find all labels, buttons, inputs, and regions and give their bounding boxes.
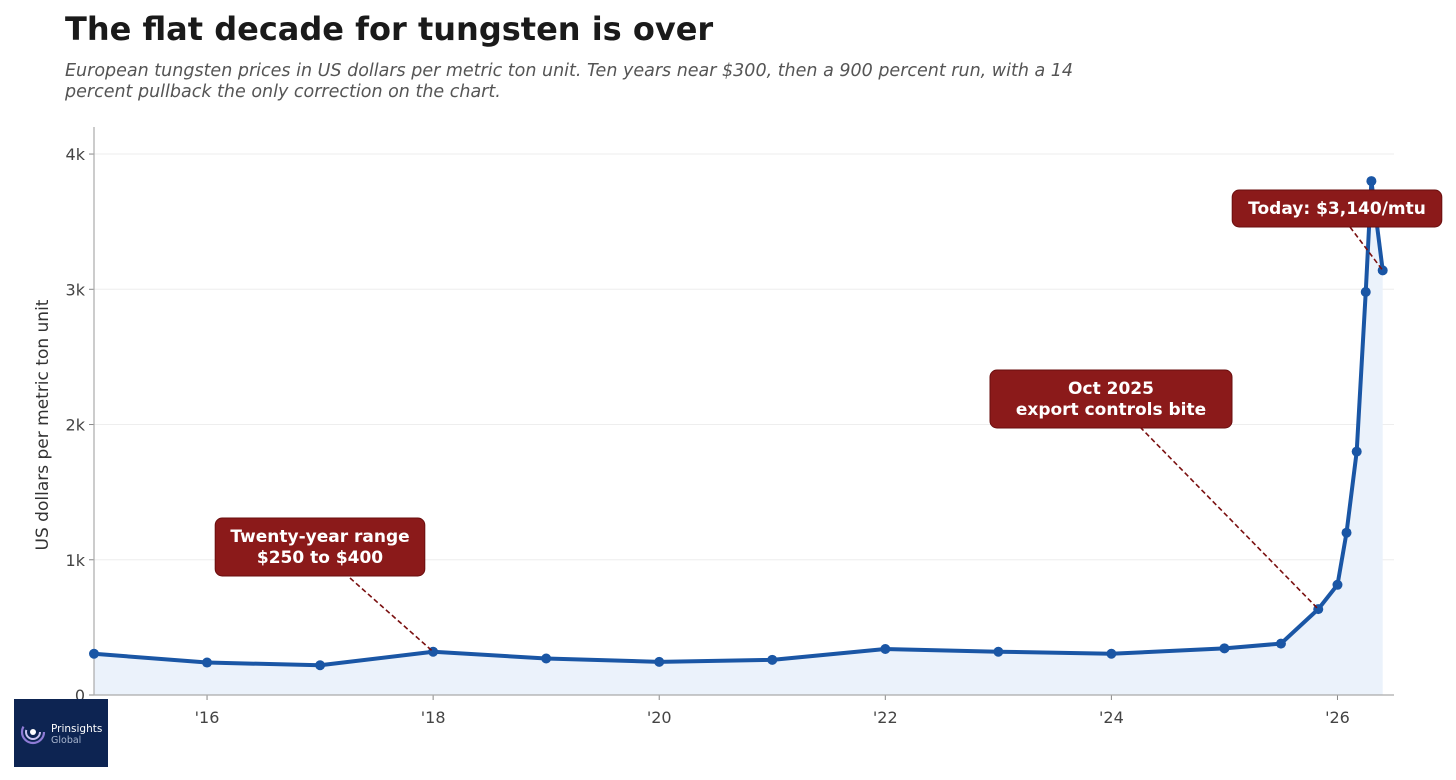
annotation-label: Today: $3,140/mtu [1248, 199, 1426, 219]
chart-title: The flat decade for tungsten is over [65, 10, 714, 48]
data-point [541, 653, 552, 664]
x-tick-label: '20 [647, 708, 672, 727]
annotation-box [989, 369, 1233, 429]
annotation-label: Twenty-year range $250 to $400 [230, 527, 409, 568]
data-point [654, 656, 665, 667]
x-tick-label: '24 [1099, 708, 1124, 727]
logo-subtitle: Global [51, 735, 82, 746]
data-point [1332, 579, 1343, 590]
data-point [1341, 527, 1352, 538]
x-tick-label: '18 [421, 708, 446, 727]
data-point [1360, 286, 1371, 297]
data-point [880, 644, 891, 655]
data-point [315, 660, 326, 671]
data-point [1219, 643, 1230, 654]
y-tick-label: 1k [66, 551, 86, 570]
data-point [1106, 648, 1117, 659]
chart-subtitle: European tungsten prices in US dollars p… [65, 61, 1074, 102]
data-point [1366, 176, 1377, 187]
annotation-label: Oct 2025 export controls bite [1016, 379, 1206, 420]
data-point [767, 654, 778, 665]
annotation-leader-line [1139, 426, 1319, 610]
y-tick-label: 0 [75, 686, 85, 705]
annotation-leader-line [349, 577, 434, 653]
logo-swirl-icon [20, 719, 46, 745]
x-tick-label: '22 [873, 708, 898, 727]
annotation-box [214, 517, 426, 577]
data-point [1275, 638, 1286, 649]
y-tick-label: 4k [66, 145, 86, 164]
logo-name: Prinsights [51, 723, 103, 735]
annotation-leader-line [1349, 226, 1384, 271]
y-tick-label: 3k [66, 280, 86, 299]
data-point [89, 648, 99, 659]
x-tick-label: '26 [1325, 708, 1350, 727]
data-point [993, 646, 1004, 657]
area-fill [94, 181, 1383, 696]
data-point [1351, 446, 1362, 457]
brand-logo: Prinsights Global [14, 699, 108, 767]
annotation-box [1231, 189, 1443, 228]
y-axis-label: US dollars per metric ton unit [33, 299, 53, 550]
x-tick-label: '16 [195, 708, 220, 727]
y-tick-label: 2k [66, 416, 86, 435]
data-point [202, 657, 213, 668]
